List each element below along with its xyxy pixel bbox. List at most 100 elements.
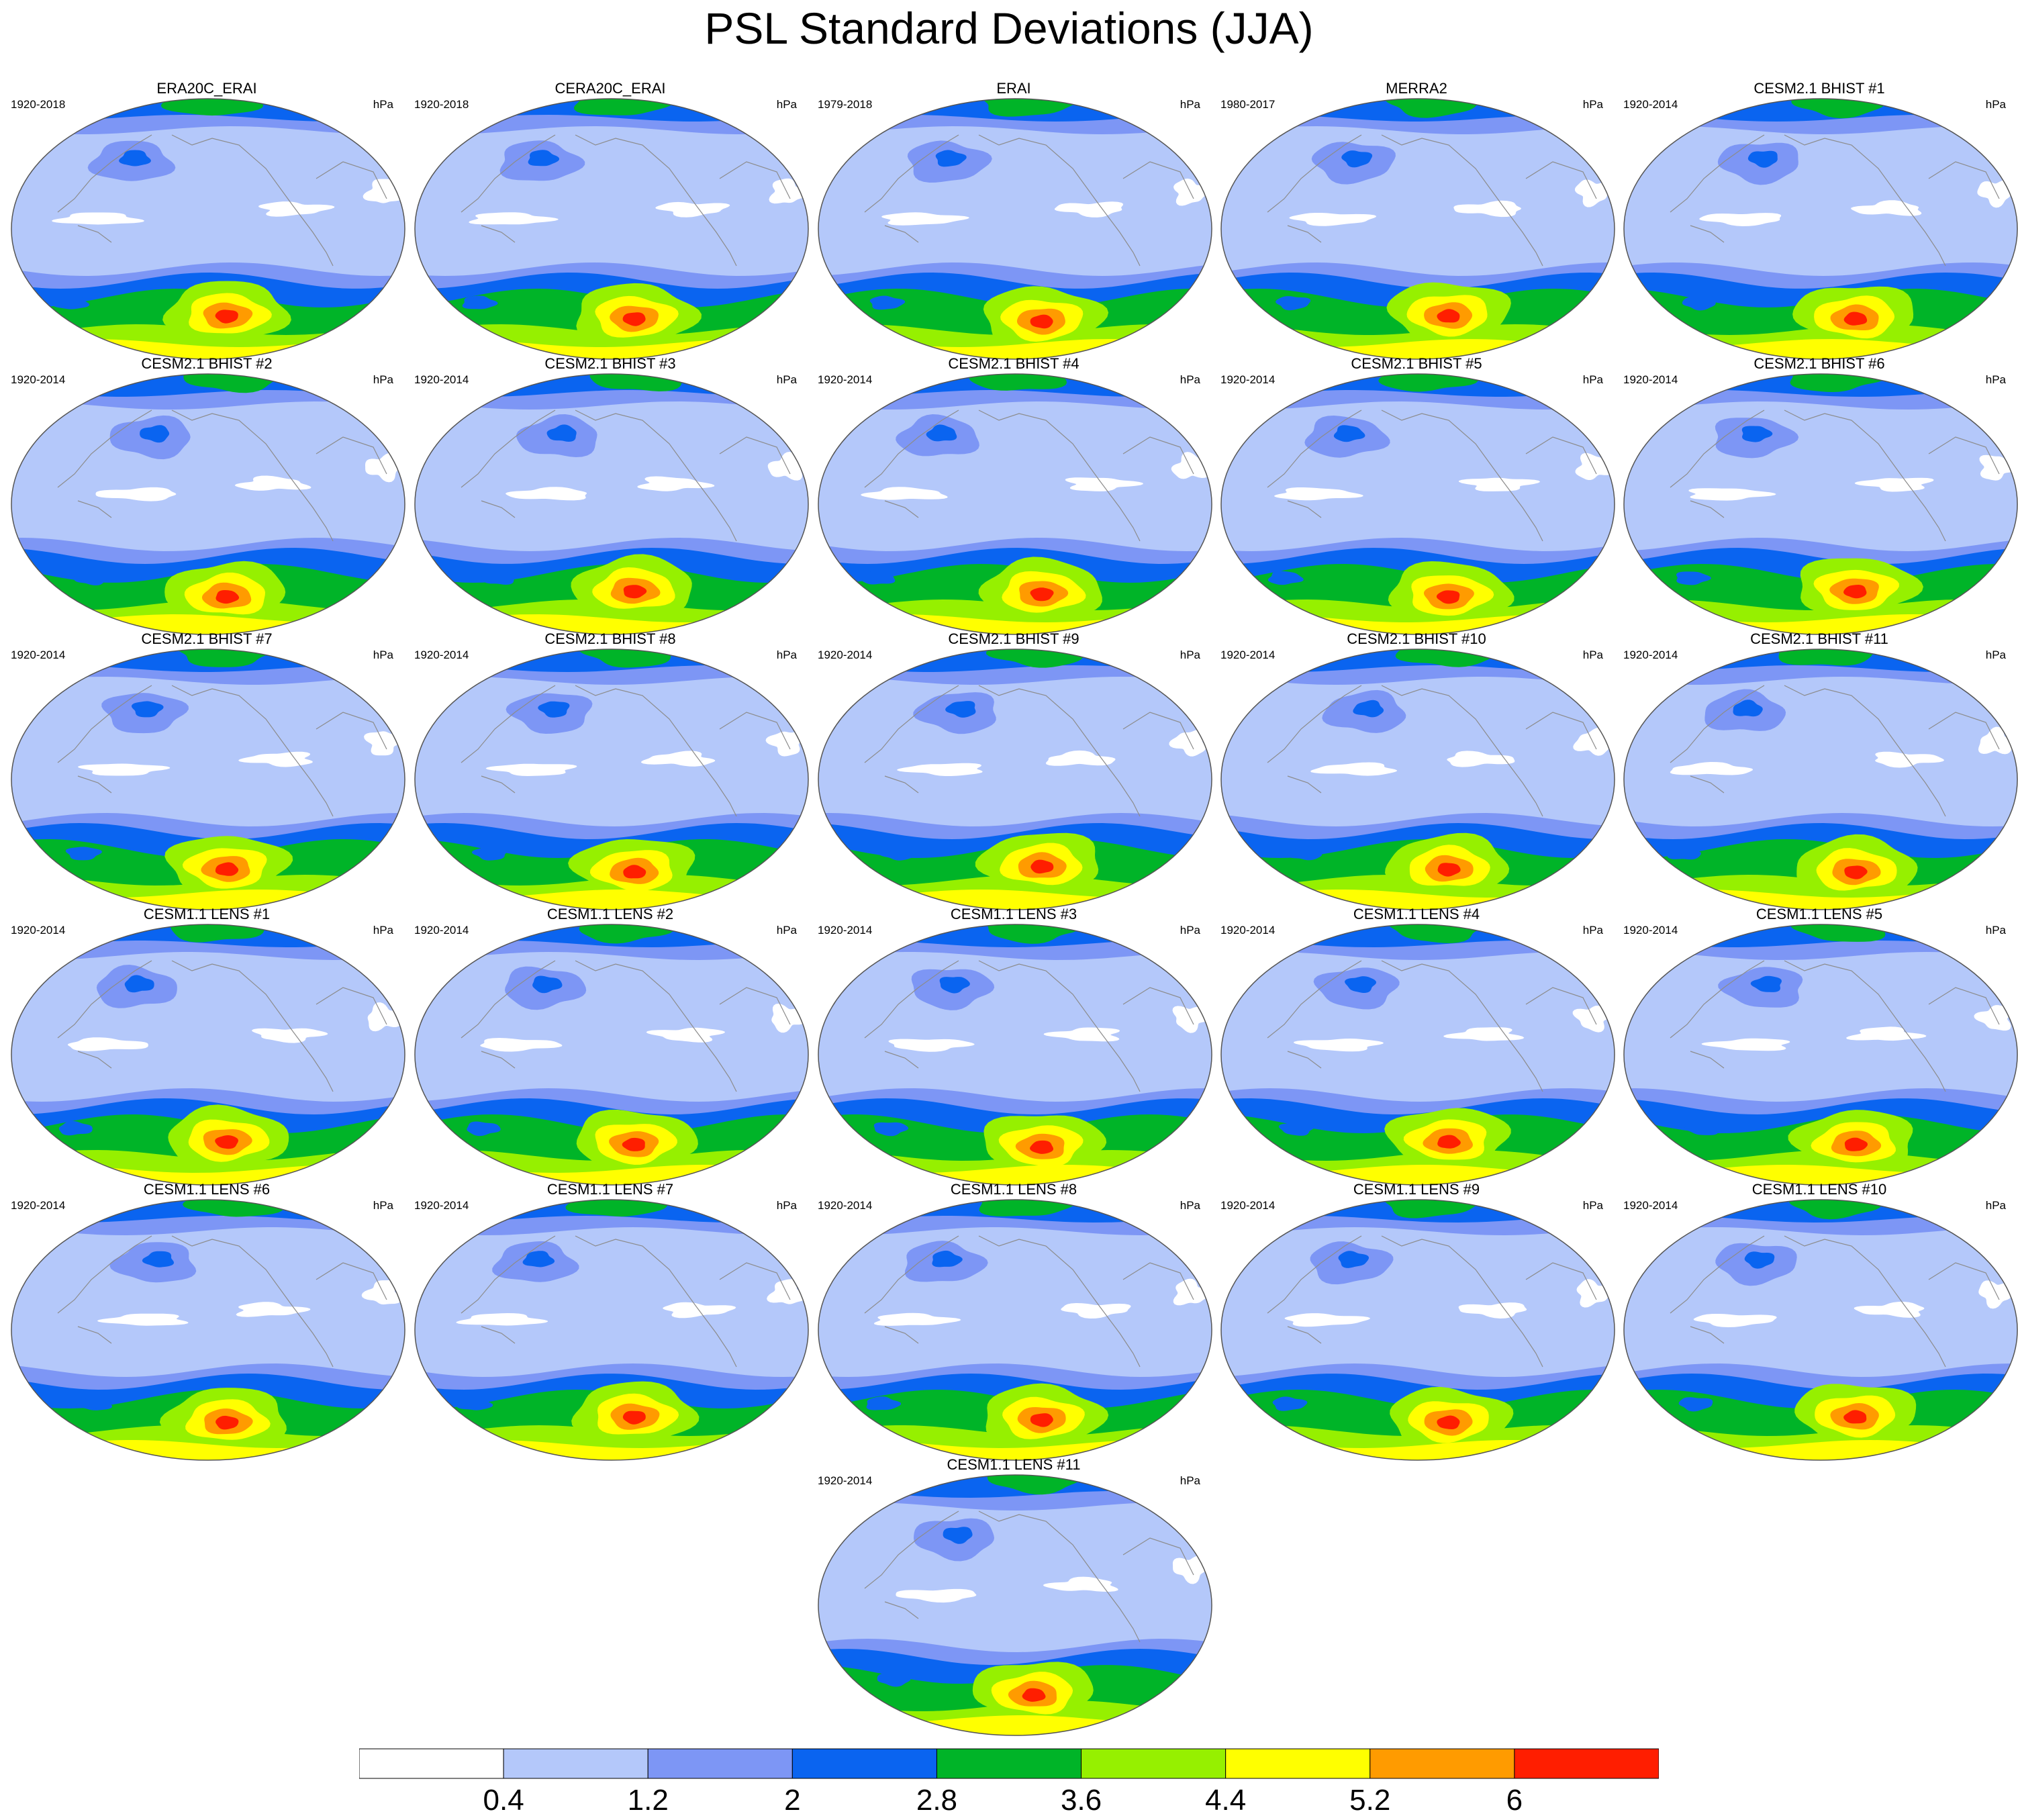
map-outline	[818, 373, 1212, 635]
contour-fill	[1274, 487, 1363, 501]
panel-period: 1920-2014	[818, 373, 873, 386]
coastline	[57, 134, 387, 267]
contour-fill	[1977, 179, 2013, 208]
panel-period: 1920-2014	[11, 1199, 66, 1212]
colorbar-tick-label: 1.2	[627, 1784, 669, 1817]
contour-fill	[1854, 477, 1934, 492]
map-outline	[414, 98, 809, 360]
contour-fill	[215, 590, 240, 604]
contour-fill	[622, 1410, 646, 1425]
contour-fill	[1701, 1038, 1790, 1051]
contour-fill	[1624, 1440, 2017, 1460]
panel-units: hPa	[1985, 924, 2006, 937]
contour-fill	[1974, 1005, 2013, 1031]
contour-fill	[1030, 1413, 1053, 1427]
map-panel: CESM1.1 LENS #5 1920-2014 hPa	[1618, 905, 2018, 1186]
colorbar-swatch	[1081, 1748, 1227, 1779]
panel-period: 1920-2014	[1623, 649, 1678, 661]
contour-fill	[1345, 976, 1376, 993]
contour-fill	[1843, 585, 1867, 599]
contour-fill	[767, 1279, 808, 1304]
map-panel: CESM2.1 BHIST #7 1920-2014 hPa	[5, 630, 408, 910]
panel-title: CESM2.1 BHIST #5	[1351, 355, 1482, 372]
colorbar-tick-label: 4.4	[1205, 1784, 1247, 1817]
colorbar-swatch	[647, 1748, 793, 1779]
panel-units: hPa	[1180, 373, 1200, 386]
figure-title: PSL Standard Deviations (JJA)	[704, 3, 1314, 53]
panel-units: hPa	[1180, 1199, 1200, 1212]
contour-fill	[987, 1475, 1082, 1495]
contour-fill	[986, 649, 1083, 668]
map-outline	[414, 649, 809, 910]
map-outline	[1623, 373, 2018, 635]
colorbar-swatch	[1225, 1748, 1371, 1779]
map-panel: CESM1.1 LENS #9 1920-2014 hPa	[1215, 1180, 1618, 1461]
contour-fill	[67, 1037, 148, 1051]
coastline	[1670, 134, 2000, 267]
map-panel: ERA20C_ERAI 1920-2018 hPa	[5, 79, 408, 360]
map-panel: CESM2.1 BHIST #9 1920-2014 hPa	[812, 630, 1215, 910]
contour-fill	[1437, 1415, 1460, 1429]
map-plot	[818, 1199, 1212, 1461]
panel-units: hPa	[1180, 1474, 1200, 1487]
contour-fill	[1741, 426, 1773, 442]
contour-fill	[1978, 726, 2014, 755]
panel-title: CESM2.1 BHIST #8	[544, 630, 676, 647]
contour-fill	[646, 1027, 725, 1043]
coastline	[864, 960, 1194, 1092]
map-panel: CESM2.1 BHIST #6 1920-2014 hPa	[1618, 354, 2018, 635]
contour-fill	[1846, 1026, 1927, 1041]
colorbar-tick-label: 2	[784, 1784, 801, 1817]
panel-title: CESM1.1 LENS #10	[1751, 1181, 1887, 1198]
panel-title: CESM1.1 LENS #5	[1756, 906, 1883, 922]
panel-title: CESM2.1 BHIST #1	[1753, 80, 1885, 97]
map-plot	[1220, 1199, 1615, 1461]
map-outline	[414, 924, 809, 1186]
coastline	[864, 685, 1194, 817]
contour-fill	[1289, 213, 1377, 226]
map-plot	[1623, 1199, 2018, 1461]
map-plot	[414, 373, 809, 635]
panel-title: CESM2.1 BHIST #9	[948, 630, 1079, 647]
contour-fill	[1789, 1200, 1884, 1220]
map-plot	[818, 373, 1212, 635]
contour-fill	[1293, 1039, 1384, 1052]
panel-units: hPa	[1985, 373, 2006, 386]
panel-units: hPa	[1582, 373, 1603, 386]
contour-fill	[1447, 751, 1515, 767]
contour-fill	[1667, 845, 1701, 860]
colorbar-swatch	[936, 1748, 1082, 1779]
coastline	[1670, 1235, 2000, 1368]
map-plot	[818, 98, 1212, 360]
map-plot	[11, 98, 405, 360]
contour-fill	[1385, 99, 1484, 118]
panel-period: 1920-2014	[818, 649, 873, 661]
panel-units: hPa	[776, 924, 797, 937]
contour-fill	[655, 201, 730, 218]
coastline	[461, 960, 791, 1092]
map-panel: CERA20C_ERAI 1920-2018 hPa	[409, 79, 812, 360]
map-outline	[818, 1199, 1212, 1461]
contour-fill	[765, 731, 806, 757]
contour-fill	[589, 374, 684, 391]
contour-fill	[1173, 1278, 1212, 1306]
contour-fill	[1678, 1397, 1713, 1412]
contour-fill	[1043, 1027, 1120, 1042]
panel-title: CESM1.1 LENS #11	[947, 1456, 1081, 1473]
map-plot	[11, 1199, 405, 1461]
contour-fill	[1670, 762, 1753, 775]
panel-title: ERAI	[996, 80, 1031, 97]
map-outline	[414, 373, 809, 635]
panel-units: hPa	[373, 924, 393, 937]
contour-fill	[58, 1120, 93, 1136]
panel-period: 1920-2014	[1220, 1199, 1276, 1212]
colorbar-swatch	[791, 1748, 937, 1779]
map-outline	[1623, 924, 2018, 1186]
map-panel: MERRA2 1980-2017 hPa	[1215, 79, 1618, 360]
contour-fill	[142, 1251, 175, 1267]
map-panel: CESM1.1 LENS #6 1920-2014 hPa	[5, 1180, 408, 1461]
map-plot	[818, 649, 1212, 910]
contour-fill	[877, 1672, 911, 1687]
contour-fill	[140, 425, 170, 443]
coastline	[57, 960, 387, 1092]
